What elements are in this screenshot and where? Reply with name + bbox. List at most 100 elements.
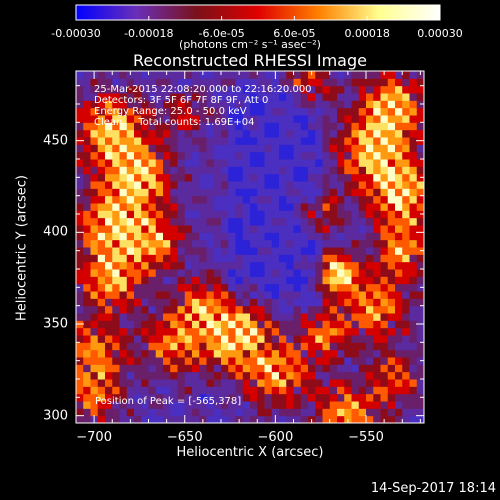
heatmap-cell	[119, 100, 128, 109]
heatmap-cell	[126, 320, 135, 329]
heatmap-cell	[184, 151, 193, 160]
heatmap-cell	[380, 107, 389, 116]
heatmap-cell	[105, 327, 113, 336]
heatmap-cell	[134, 291, 142, 299]
heatmap-cell	[366, 159, 374, 167]
heatmap-cell	[97, 247, 106, 255]
heatmap-cell	[105, 195, 113, 204]
heatmap-cell	[322, 327, 331, 336]
heatmap-cell	[337, 401, 345, 409]
heatmap-cell	[134, 261, 142, 270]
heatmap-cell	[387, 210, 396, 219]
heatmap-cell	[148, 71, 157, 79]
heatmap-cell	[141, 78, 149, 87]
heatmap-cell	[329, 254, 338, 263]
heatmap-cell	[271, 327, 280, 336]
heatmap-cell	[141, 393, 149, 402]
heatmap-cell	[315, 320, 323, 329]
heatmap-cell	[373, 232, 381, 241]
heatmap-cell	[373, 210, 381, 219]
heatmap-cell	[126, 85, 135, 94]
heatmap-cell	[235, 247, 244, 255]
heatmap-cell	[177, 78, 186, 87]
heatmap-cell	[141, 181, 149, 189]
heatmap-cell	[83, 129, 91, 138]
heatmap-cell	[286, 247, 294, 255]
heatmap-cell	[126, 217, 135, 226]
heatmap-cell	[329, 232, 338, 241]
heatmap-cell	[184, 342, 193, 351]
info-energy-range: Energy Range: 25.0 - 50.0 keV	[94, 106, 247, 117]
heatmap-cell	[184, 188, 193, 197]
heatmap-cell	[264, 217, 273, 226]
heatmap-cell	[344, 151, 352, 160]
heatmap-cell	[148, 305, 157, 314]
heatmap-cell	[235, 115, 244, 123]
heatmap-cell	[293, 291, 302, 299]
heatmap-cell	[337, 393, 345, 402]
heatmap-cell	[206, 100, 215, 109]
heatmap-cell	[213, 342, 222, 351]
heatmap-cell	[271, 386, 280, 395]
heatmap-cell	[315, 78, 323, 87]
heatmap-cell	[148, 254, 157, 263]
heatmap-cell	[337, 357, 345, 365]
heatmap-cell	[134, 137, 142, 145]
heatmap-cell	[293, 85, 302, 94]
heatmap-cell	[344, 379, 352, 387]
heatmap-cell	[141, 159, 149, 167]
heatmap-cell	[221, 85, 229, 94]
heatmap-cell	[344, 291, 352, 299]
heatmap-cell	[192, 401, 200, 409]
heatmap-cell	[416, 342, 425, 351]
heatmap-cell	[141, 283, 149, 292]
heatmap-cell	[300, 327, 309, 336]
heatmap-cell	[199, 107, 207, 116]
heatmap-cell	[366, 379, 374, 387]
heatmap-cell	[192, 122, 200, 131]
heatmap-cell	[134, 78, 142, 87]
heatmap-cell	[315, 188, 323, 197]
heatmap-cell	[300, 261, 309, 270]
heatmap-cell	[90, 364, 99, 373]
heatmap-cell	[264, 137, 273, 145]
heatmap-cell	[105, 364, 113, 373]
heatmap-cell	[300, 203, 309, 211]
heatmap-cell	[387, 291, 396, 299]
heatmap-cell	[358, 379, 367, 387]
heatmap-cell	[235, 283, 244, 292]
heatmap-cell	[315, 100, 323, 109]
heatmap-cell	[177, 349, 186, 358]
heatmap-cell	[257, 327, 265, 336]
heatmap-cell	[141, 364, 149, 373]
heatmap-cell	[337, 85, 345, 94]
heatmap-cell	[235, 379, 244, 387]
heatmap-cell	[90, 151, 99, 160]
heatmap-cell	[395, 71, 403, 79]
heatmap-cell	[242, 100, 251, 109]
heatmap-cell	[235, 342, 244, 351]
heatmap-cell	[300, 232, 309, 241]
heatmap-cell	[192, 386, 200, 395]
heatmap-cell	[141, 122, 149, 131]
heatmap-cell	[97, 78, 106, 87]
heatmap-cell	[351, 415, 360, 424]
heatmap-cell	[170, 364, 178, 373]
heatmap-cell	[409, 115, 418, 123]
heatmap-cell	[380, 357, 389, 365]
heatmap-cell	[235, 151, 244, 160]
heatmap-cell	[184, 393, 193, 402]
heatmap-cell	[83, 159, 91, 167]
colorbar	[75, 4, 441, 21]
heatmap-cell	[380, 239, 389, 248]
heatmap-cell	[286, 71, 294, 79]
heatmap-cell	[315, 107, 323, 116]
heatmap-cell	[155, 254, 164, 263]
heatmap-cell	[366, 173, 374, 182]
heatmap-cell	[279, 239, 287, 248]
heatmap-cell	[315, 349, 323, 358]
heatmap-cell	[177, 188, 186, 197]
heatmap-cell	[90, 100, 99, 109]
heatmap-cell	[279, 393, 287, 402]
heatmap-cell	[409, 173, 418, 182]
